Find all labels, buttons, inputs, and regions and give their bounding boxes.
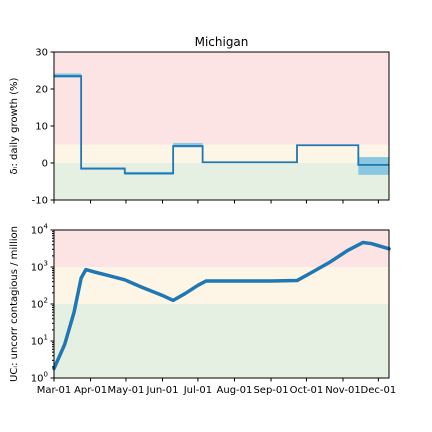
bottom-y-tick-label: 104 xyxy=(31,223,49,237)
top-panel-x-ticks xyxy=(53,200,379,204)
bottom-x-tick-label: Aug-01 xyxy=(217,385,253,396)
top-panel-step-line xyxy=(54,75,389,175)
bottom-band-2 xyxy=(54,304,389,378)
chart-title: Michigan xyxy=(195,35,249,49)
contagious-line xyxy=(52,240,391,371)
top-band-0 xyxy=(54,52,389,145)
top-y-tick-label: 20 xyxy=(35,85,48,96)
top-panel-bands xyxy=(54,52,389,200)
bottom-band-1 xyxy=(54,267,389,304)
bottom-y-tick-label: 102 xyxy=(31,297,48,311)
top-y-tick-label: 10 xyxy=(35,122,48,133)
bottom-x-tick-label: Apr-01 xyxy=(74,385,107,396)
bottom-x-tick-label: Oct-01 xyxy=(290,385,324,396)
bottom-x-tick-label: Jun-01 xyxy=(146,385,179,396)
top-y-tick-label: 0 xyxy=(42,159,48,170)
bottom-x-tick-label: Jul-01 xyxy=(183,385,212,396)
top-y-tick-label: 30 xyxy=(35,48,48,59)
daily-growth-step-line xyxy=(54,75,389,175)
bottom-x-tick-label: Nov-01 xyxy=(325,385,361,396)
top-y-axis-label: δᵢ: daily growth (%) xyxy=(9,77,20,174)
bottom-panel: 100 101 102 103 104 Mar-01 Apr-01 May-01 Jun-01… xyxy=(9,223,396,397)
top-y-tick-label: -10 xyxy=(32,196,48,207)
bottom-x-tick-label: May-01 xyxy=(108,385,145,396)
bottom-panel-y-ticks: 100 101 102 103 104 xyxy=(31,223,54,385)
bottom-y-tick-label: 103 xyxy=(31,260,48,274)
bottom-y-tick-label: 100 xyxy=(31,371,48,385)
bottom-x-tick-label: Mar-01 xyxy=(37,385,72,396)
bottom-x-tick-label: Sep-01 xyxy=(253,385,288,396)
bottom-panel-bands xyxy=(54,230,389,378)
bottom-panel-x-ticks: Mar-01 Apr-01 May-01 Jun-01 Jul-01 Aug-01 Sep-… xyxy=(37,378,397,396)
bottom-band-0 xyxy=(54,230,389,267)
top-panel-y-ticks: -10 0 10 20 30 xyxy=(32,48,54,207)
bottom-y-axis-label: UCᵢ: uncorr contagious / million xyxy=(9,226,20,382)
bottom-y-tick-label: 101 xyxy=(31,334,48,348)
top-panel: -10 0 10 20 30 Michigan δᵢ: daily growth (%) xyxy=(9,35,390,207)
uncertainty-segment-6 xyxy=(358,157,389,175)
bottom-x-tick-label: Dec-01 xyxy=(361,385,397,396)
bottom-panel-line xyxy=(52,240,391,371)
top-band-1 xyxy=(54,144,389,163)
